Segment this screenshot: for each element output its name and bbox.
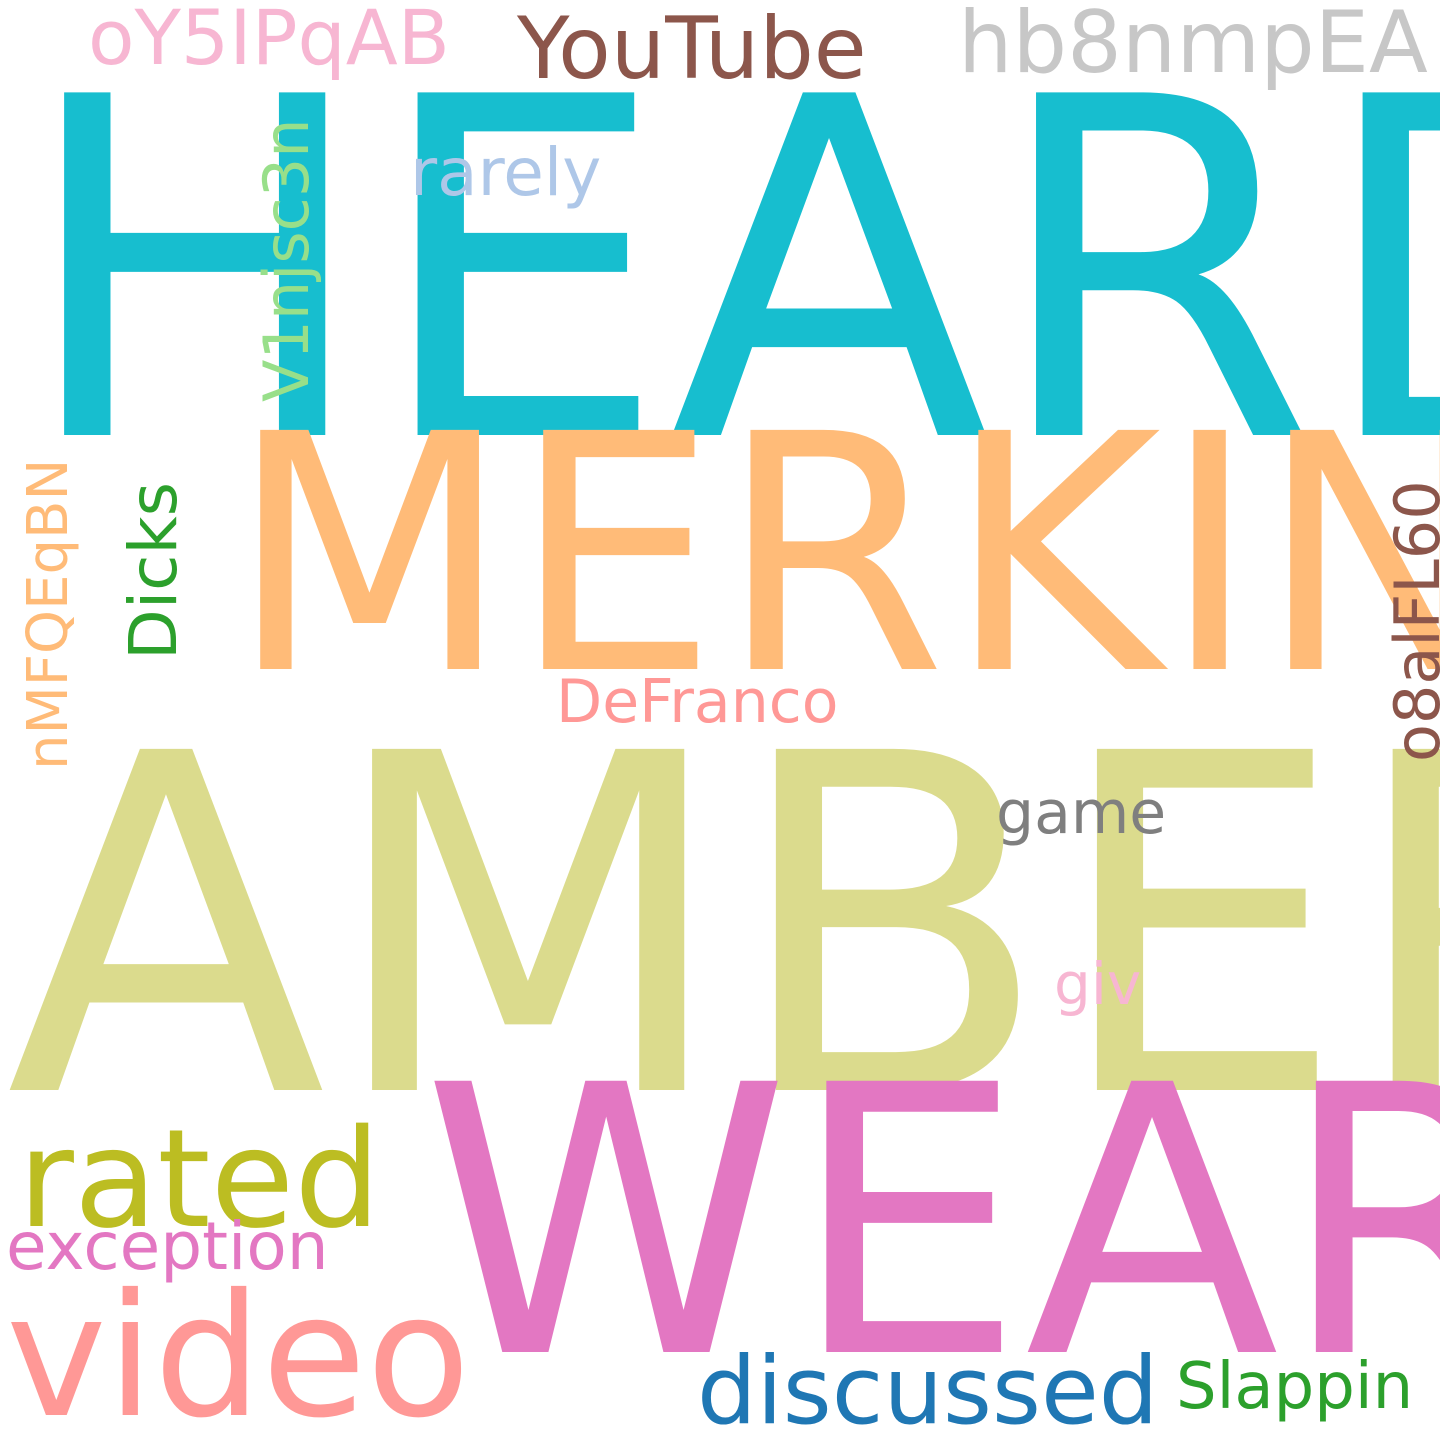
word-dicks: Dicks (121, 482, 187, 660)
word-oy5ipqab: oY5IPqAB (88, 0, 450, 76)
word-defranco: DeFranco (556, 672, 838, 732)
word-discussed: discussed (697, 1345, 1158, 1439)
word-youtube: YouTube (517, 6, 867, 92)
word-exception: exception (6, 1214, 329, 1280)
word-slappin: Slappin (1176, 1355, 1413, 1419)
word-video: video (6, 1272, 470, 1440)
word-giv: giv (1054, 955, 1141, 1013)
word-hb8nmpea: hb8nmpEA (958, 0, 1428, 86)
word-nmfqeqbn: nMFQEqBN (21, 459, 77, 770)
word-game: game (996, 783, 1166, 843)
word-o8alfl60: o8alFL60 (1387, 480, 1440, 762)
word-rarely: rarely (410, 140, 601, 206)
word-v1njsc3n: V1njsc3n (256, 118, 318, 402)
